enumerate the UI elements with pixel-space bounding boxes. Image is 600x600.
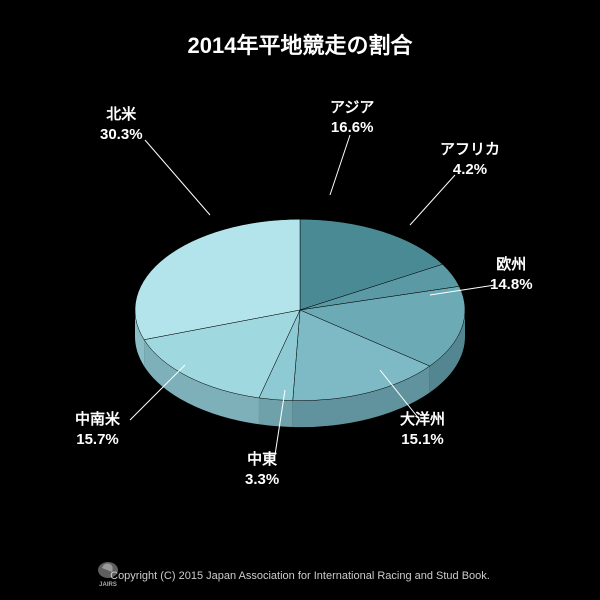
slice-label-value: 30.3% bbox=[100, 125, 143, 145]
slice-label-value: 16.6% bbox=[330, 118, 374, 138]
slice-label-name: 中南米 bbox=[75, 410, 120, 430]
svg-text:JAIRS: JAIRS bbox=[99, 582, 117, 588]
slice-label-value: 15.1% bbox=[400, 430, 445, 450]
slice-label: アジア16.6% bbox=[330, 98, 374, 137]
slice-label-name: 北米 bbox=[100, 105, 143, 125]
slice-label-value: 4.2% bbox=[440, 160, 500, 180]
slice-label: 大洋州15.1% bbox=[400, 410, 445, 449]
leader-line bbox=[145, 140, 210, 215]
pie-chart: アジア16.6% アフリカ4.2% 欧州14.8% 大洋州15.1% 中東3.3% 中南米… bbox=[0, 80, 600, 550]
slice-label: 中南米15.7% bbox=[75, 410, 120, 449]
slice-label-value: 15.7% bbox=[75, 430, 120, 450]
slice-label-name: 大洋州 bbox=[400, 410, 445, 430]
leader-line bbox=[330, 135, 350, 195]
copyright-text: Copyright (C) 2015 Japan Association for… bbox=[0, 570, 600, 582]
slice-label-name: 欧州 bbox=[490, 255, 533, 275]
slice-label-name: アジア bbox=[330, 98, 374, 118]
slice-label: 中東3.3% bbox=[245, 450, 279, 489]
slice-label-name: 中東 bbox=[245, 450, 279, 470]
slice-label-value: 14.8% bbox=[490, 275, 533, 295]
chart-title: 2014年平地競走の割合 bbox=[0, 28, 600, 60]
slice-label-name: アフリカ bbox=[440, 140, 500, 160]
slice-label-value: 3.3% bbox=[245, 470, 279, 490]
leader-line bbox=[410, 175, 455, 225]
slice-label: 欧州14.8% bbox=[490, 255, 533, 294]
slice-label: 北米30.3% bbox=[100, 105, 143, 144]
slice-label: アフリカ4.2% bbox=[440, 140, 500, 179]
pie-slice-side bbox=[259, 398, 293, 427]
